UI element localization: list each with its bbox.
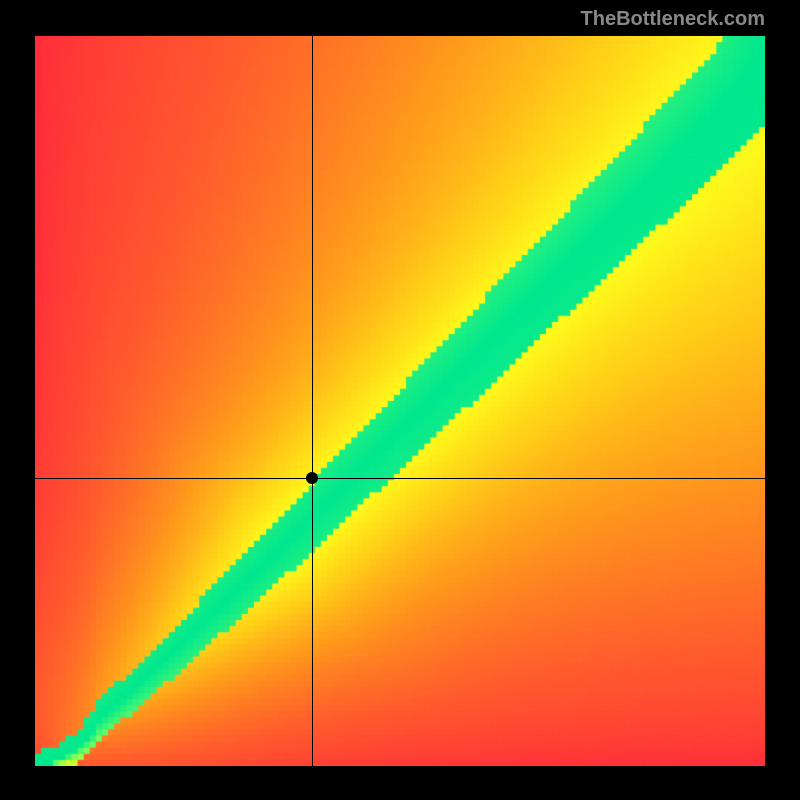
crosshair-vertical (312, 36, 313, 766)
data-point-marker (306, 472, 318, 484)
bottleneck-heatmap (35, 36, 765, 766)
attribution-text: TheBottleneck.com (581, 8, 765, 31)
crosshair-horizontal (35, 478, 765, 479)
heatmap-canvas (35, 36, 765, 766)
